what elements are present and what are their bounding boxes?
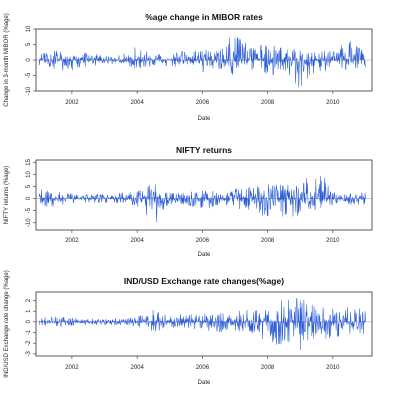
x-tick-label: 2008 [261,365,275,371]
y-tick-label: 1 [26,309,32,313]
x-tick-label: 2004 [130,365,144,371]
y-tick-label: 10 [26,170,32,177]
x-tick-label: 2006 [196,100,210,106]
x-tick-label: 2008 [261,100,275,106]
x-tick-label: 2002 [65,100,79,106]
x-tick-label: 2006 [196,238,210,244]
y-tick-label: -3 [26,351,32,357]
x-tick-label: 2010 [326,365,340,371]
series-line [38,175,366,222]
y-tick-label: -5 [26,207,32,213]
y-axis-label: NIFTY returns (%age) [4,166,10,225]
x-axis-label: Date [198,380,211,386]
y-tick-label: -5 [26,72,32,78]
x-tick-label: 2010 [326,100,340,106]
series-line [38,36,366,88]
plot-frame [35,159,373,231]
y-tick-label: 5 [26,184,32,188]
y-tick-label: -10 [26,86,32,95]
chart-panel-1: %age change in MIBOR rates 2002 2004 2006 20… [4,12,373,122]
chart-panel-3: IND/USD Exchange rate changes(%age) 2002 2… [4,270,373,386]
plot-frame [35,291,373,357]
y-tick-label: -1 [26,329,32,335]
x-tick-label: 2002 [65,238,79,244]
y-tick-label: 2 [26,298,32,302]
y-tick-label: -10 [26,218,32,227]
y-tick-label: 10 [26,25,32,32]
x-tick-label: 2010 [326,238,340,244]
y-tick-label: -2 [26,340,32,346]
y-axis-label: Change in 3-month MIBOR (%age) [4,13,10,106]
x-axis-label: Date [198,252,211,258]
chart-title: IND/USD Exchange rate changes(%age) [124,276,284,286]
y-tick-label: 5 [26,42,32,46]
series-line [38,298,366,351]
chart-title: %age change in MIBOR rates [145,12,263,22]
y-tick-label: 0 [26,320,32,324]
y-axis-label: IND/USD Exchange rate change (%age) [4,270,10,377]
y-tick-label: 0 [26,196,32,200]
x-tick-label: 2004 [130,238,144,244]
x-tick-label: 2006 [196,365,210,371]
x-tick-label: 2004 [130,100,144,106]
x-tick-label: 2002 [65,365,79,371]
x-axis-label: Date [198,116,211,122]
y-tick-label: 15 [26,158,32,165]
chart-title: NIFTY returns [176,145,232,155]
chart-panel-2: NIFTY returns 2002 2004 2006 2008 2010 -10 -5 0 5… [4,145,373,258]
y-tick-label: 0 [26,58,32,62]
x-tick-label: 2008 [261,238,275,244]
